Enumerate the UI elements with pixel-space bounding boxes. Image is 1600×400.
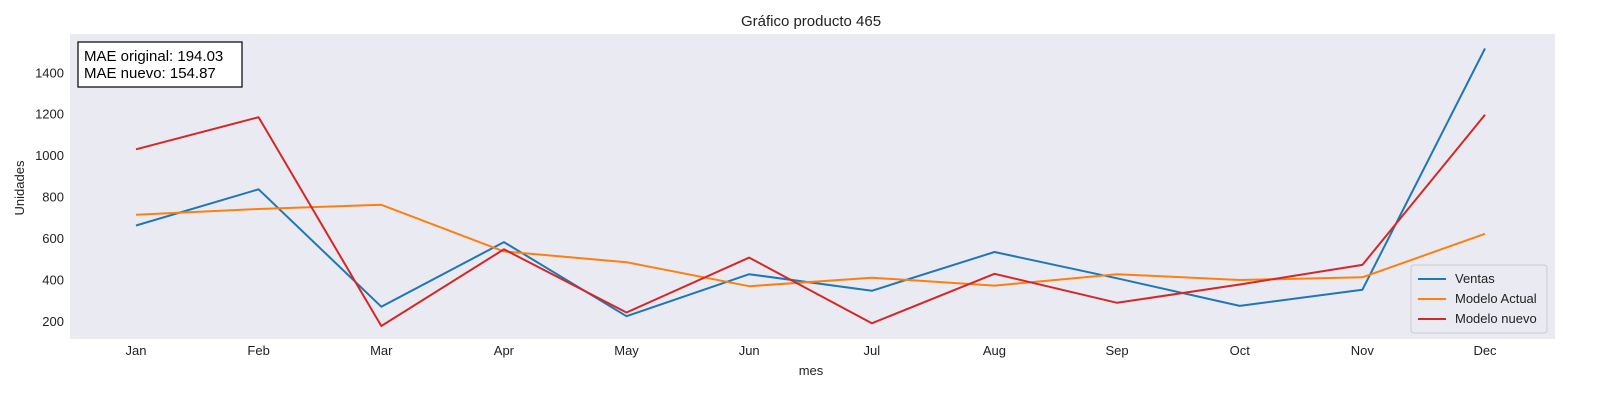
legend-label-modelo-actual: Modelo Actual bbox=[1455, 291, 1537, 306]
x-tick-label: Oct bbox=[1230, 343, 1251, 358]
x-tick-label: Dec bbox=[1473, 343, 1497, 358]
annotation-box: MAE original: 194.03 MAE nuevo: 154.87 bbox=[77, 41, 243, 88]
x-tick-label: Nov bbox=[1351, 343, 1375, 358]
x-tick-label: Sep bbox=[1106, 343, 1129, 358]
y-tick-label: 1400 bbox=[35, 65, 64, 80]
ticks-layer: Jan Feb Mar Apr May Jun Jul Aug Sep Oct Nov Dec 200 4… bbox=[35, 65, 1497, 358]
legend-label-ventas: Ventas bbox=[1455, 271, 1495, 286]
y-tick-label: 1000 bbox=[35, 148, 64, 163]
x-tick-label: Jul bbox=[864, 343, 881, 358]
x-tick-label: Apr bbox=[494, 343, 515, 358]
x-axis-label: mes bbox=[799, 363, 824, 378]
y-axis-label: Unidades bbox=[12, 160, 27, 215]
x-tick-label: Mar bbox=[370, 343, 393, 358]
annotation-line-2: MAE nuevo: 154.87 bbox=[84, 65, 216, 82]
x-tick-label: Jan bbox=[126, 343, 147, 358]
annotation-frame bbox=[77, 41, 243, 88]
chart-title: Gráfico producto 465 bbox=[741, 13, 881, 30]
series-line-modelo-nuevo bbox=[135, 114, 1486, 327]
legend-frame bbox=[1410, 264, 1548, 334]
series-line-modelo-actual bbox=[135, 203, 1486, 288]
legend: Ventas Modelo Actual Modelo nuevo bbox=[1410, 264, 1548, 334]
lines-layer bbox=[135, 48, 1486, 327]
x-tick-label: May bbox=[614, 343, 639, 358]
plot-area bbox=[70, 34, 1555, 339]
y-tick-label: 800 bbox=[42, 190, 64, 205]
y-tick-label: 600 bbox=[42, 231, 64, 246]
x-tick-label: Jun bbox=[739, 343, 760, 358]
y-tick-label: 200 bbox=[42, 314, 64, 329]
annotation-line-1: MAE original: 194.03 bbox=[84, 48, 223, 65]
x-tick-label: Feb bbox=[247, 343, 269, 358]
y-tick-label: 400 bbox=[42, 272, 64, 287]
legend-label-modelo-nuevo: Modelo nuevo bbox=[1455, 311, 1537, 326]
y-tick-label: 1200 bbox=[35, 107, 64, 122]
x-tick-label: Aug bbox=[983, 343, 1006, 358]
